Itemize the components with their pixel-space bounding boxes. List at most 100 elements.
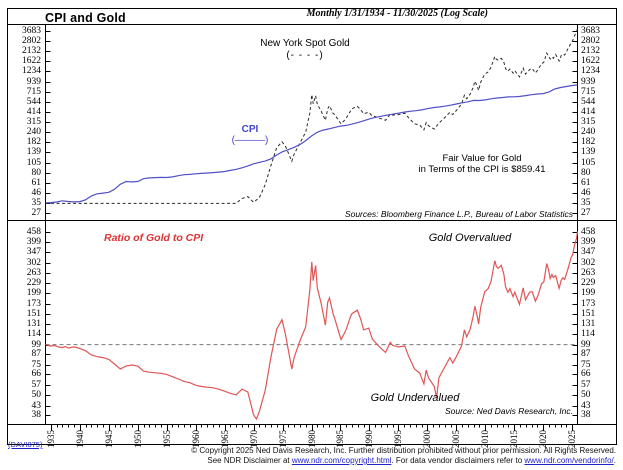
y-axis-label-top: 182 (26, 137, 41, 147)
x-axis-year-label: 1950 (132, 430, 143, 448)
y-axis-label-top: 2132 (22, 46, 41, 56)
y-axis-label-bottom: 302 (581, 258, 596, 268)
y-axis-label-bottom: 99 (581, 340, 591, 350)
y-axis-label-top: 1622 (22, 56, 41, 66)
y-axis-label-top: 27 (581, 208, 591, 218)
cpi-series-line (45, 84, 578, 204)
y-axis-label-bottom: 399 (581, 237, 596, 247)
x-axis-year-label: 2025 (567, 430, 578, 448)
y-axis-label-bottom: 347 (581, 247, 596, 257)
gold-undervalued-label: Gold Undervalued (370, 392, 460, 404)
disclaimer-mid: . For data vendor disclaimers refer to (391, 456, 525, 465)
y-axis-label-top: 1234 (581, 66, 600, 76)
y-axis-label-bottom: 151 (581, 309, 596, 319)
gold-series-label: New York Spot Gold (260, 38, 350, 49)
y-axis-label-top: 240 (26, 127, 41, 137)
y-axis-label-bottom: 114 (27, 329, 41, 339)
x-axis-year-label: 1990 (364, 430, 375, 448)
vendorinfo-link[interactable]: www.ndr.com/vendorinfo/ (524, 456, 614, 465)
x-axis-year-label: 1985 (335, 430, 346, 448)
y-axis-label-bottom: 38 (31, 410, 42, 420)
y-axis-label-top: 61 (31, 178, 42, 188)
y-axis-label-top: 715 (581, 87, 596, 97)
y-axis-label-top: 2132 (581, 46, 600, 56)
y-axis-label-bottom: 50 (31, 390, 42, 400)
chart-subtitle: Monthly 1/31/1934 - 11/30/2025 (Log Scal… (306, 8, 488, 19)
y-axis-label-bottom: 99 (31, 340, 42, 350)
y-axis-label-bottom: 87 (581, 349, 591, 359)
y-axis-label-top: 139 (26, 147, 41, 157)
y-axis-label-bottom: 173 (26, 299, 41, 309)
y-axis-label-top: 105 (581, 158, 596, 168)
y-axis-label-bottom: 57 (581, 380, 591, 390)
y-axis-label-top: 544 (581, 97, 596, 107)
y-axis-label-top: 61 (581, 178, 591, 188)
y-axis-label-bottom: 263 (581, 268, 596, 278)
fair-value-note-line1: Fair Value for Gold (442, 153, 522, 164)
x-axis-year-label: 1935 (45, 430, 56, 448)
y-axis-label-top: 3683 (22, 26, 41, 36)
y-axis-label-top: 414 (26, 107, 41, 117)
y-axis-label-top: 939 (26, 77, 41, 87)
chart-id-link[interactable]: (DAVI875) (8, 440, 43, 449)
y-axis-label-bottom: 38 (581, 410, 591, 420)
y-axis-label-bottom: 263 (26, 268, 41, 278)
y-axis-label-top: 27 (31, 208, 42, 218)
y-axis-label-top: 414 (581, 107, 596, 117)
y-axis-label-top: 715 (26, 87, 41, 97)
page-title: CPI and Gold (45, 11, 126, 25)
y-axis-label-top: 46 (31, 188, 42, 198)
x-axis-year-label: 2000 (422, 430, 433, 448)
y-axis-label-top: 80 (581, 168, 591, 178)
x-axis-year-label: 1945 (103, 430, 114, 448)
y-axis-label-bottom: 302 (26, 258, 41, 268)
x-axis-year-label: 1975 (277, 430, 288, 448)
y-axis-label-top: 182 (581, 137, 596, 147)
copyright-link[interactable]: www.ndr.com/copyright.html (291, 456, 392, 465)
y-axis-label-bottom: 75 (31, 360, 42, 370)
x-axis-year-label: 1955 (161, 430, 172, 448)
fair-value-note-line2: in Terms of the CPI is $859.41 (418, 164, 546, 175)
y-axis-label-bottom: 229 (581, 278, 596, 288)
x-axis-year-label: 2020 (538, 430, 549, 448)
disclaimer-suffix: . (613, 456, 616, 465)
cpi-series-style-key: (———) (231, 135, 269, 146)
y-axis-label-bottom: 173 (581, 299, 596, 309)
y-axis-label-bottom: 114 (581, 329, 595, 339)
x-axis-year-label: 1940 (74, 430, 85, 448)
ratio-series-line (45, 231, 579, 421)
x-axis-year-label: 2005 (451, 430, 462, 448)
x-axis-year-label: 1980 (306, 430, 317, 448)
y-axis-label-bottom: 50 (581, 390, 591, 400)
y-axis-label-bottom: 399 (26, 237, 41, 247)
y-axis-label-bottom: 66 (581, 369, 591, 379)
y-axis-label-top: 139 (581, 147, 596, 157)
y-axis-label-bottom: 458 (26, 227, 41, 237)
y-axis-label-bottom: 43 (581, 401, 591, 411)
y-axis-label-bottom: 87 (31, 349, 42, 359)
x-axis-year-label: 1995 (393, 430, 404, 448)
y-axis-label-bottom: 229 (26, 278, 41, 288)
bottom-panel-source: Source: Ned Davis Research, Inc. (444, 406, 573, 416)
x-axis-year-label: 1965 (219, 430, 230, 448)
disclaimer-prefix: See NDR Disclaimer at (207, 456, 292, 465)
y-axis-label-bottom: 57 (31, 380, 42, 390)
y-axis-label-bottom: 131 (26, 319, 41, 329)
cpi-series-label: CPI (241, 124, 259, 135)
y-axis-label-bottom: 199 (581, 288, 596, 298)
ratio-series-label: Ratio of Gold to CPI (104, 232, 204, 244)
y-axis-label-top: 105 (26, 158, 41, 168)
y-axis-label-top: 3683 (581, 26, 600, 36)
y-axis-label-top: 2802 (22, 36, 41, 46)
x-axis-year-label: 1970 (248, 430, 259, 448)
y-axis-label-top: 1234 (22, 66, 41, 76)
y-axis-label-top: 315 (26, 117, 41, 127)
y-axis-label-top: 1622 (581, 56, 600, 66)
gold-overvalued-label: Gold Overvalued (428, 232, 512, 244)
x-axis-year-label: 1960 (190, 430, 201, 448)
y-axis-label-bottom: 66 (31, 369, 42, 379)
y-axis-label-bottom: 43 (31, 401, 42, 411)
y-axis-label-top: 35 (31, 198, 42, 208)
y-axis-label-top: 939 (581, 77, 596, 87)
